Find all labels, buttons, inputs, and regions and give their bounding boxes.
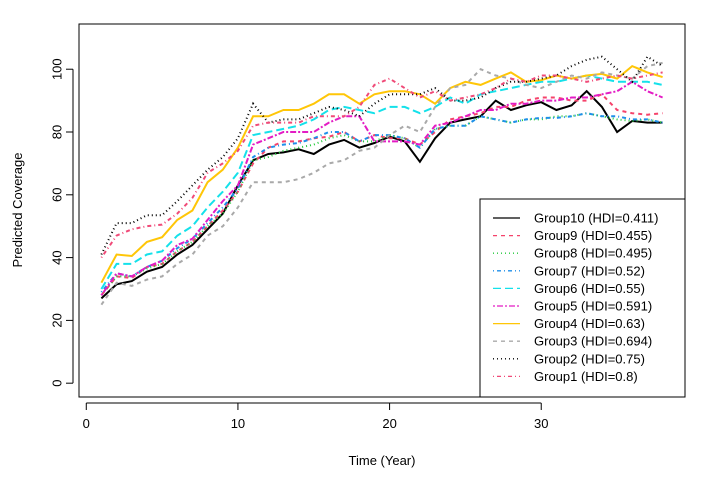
y-tick-label: 100 xyxy=(49,58,64,80)
y-tick-label: 20 xyxy=(49,313,64,327)
x-tick-label: 20 xyxy=(382,416,396,431)
legend-entry: Group5 (HDI=0.591) xyxy=(534,299,652,314)
legend-entry: Group10 (HDI=0.411) xyxy=(534,211,658,226)
x-tick-label: 10 xyxy=(231,416,245,431)
y-tick-label: 40 xyxy=(49,250,64,264)
series-line-4 xyxy=(100,112,663,293)
x-tick-label: 30 xyxy=(534,416,548,431)
y-tick-label: 0 xyxy=(49,380,64,387)
x-axis-label: Time (Year) xyxy=(349,453,416,468)
legend-entry: Group9 (HDI=0.455) xyxy=(534,228,652,243)
legend-entry: Group7 (HDI=0.52) xyxy=(534,263,645,278)
y-axis-label: Predicted Coverage xyxy=(10,153,25,268)
legend-entry: Group2 (HDI=0.75) xyxy=(534,351,645,366)
legend-entry: Group4 (HDI=0.63) xyxy=(534,316,645,331)
series-line-5 xyxy=(100,74,663,290)
y-axis: 0 20 40 60 80 100 xyxy=(49,58,74,387)
y-tick-label: 60 xyxy=(49,188,64,202)
series-line-1 xyxy=(100,89,663,300)
legend-box xyxy=(479,198,686,398)
series-line-9 xyxy=(100,55,664,255)
legend-entry: Group6 (HDI=0.55) xyxy=(534,281,645,296)
series-line-7 xyxy=(100,64,663,284)
series-lines xyxy=(100,55,664,306)
legend-entry: Group3 (HDI=0.694) xyxy=(534,334,652,349)
legend-entry: Group1 (HDI=0.8) xyxy=(534,369,638,384)
legend: Group10 (HDI=0.411) Group9 (HDI=0.455) Gro… xyxy=(479,198,686,398)
legend-entry: Group8 (HDI=0.495) xyxy=(534,246,652,261)
x-tick-label: 0 xyxy=(83,416,90,431)
series-line-2 xyxy=(100,93,663,296)
series-line-8 xyxy=(100,61,663,306)
series-line-10 xyxy=(100,71,663,259)
x-axis: 0 10 20 30 xyxy=(83,402,548,431)
y-tick-label: 80 xyxy=(49,125,64,139)
